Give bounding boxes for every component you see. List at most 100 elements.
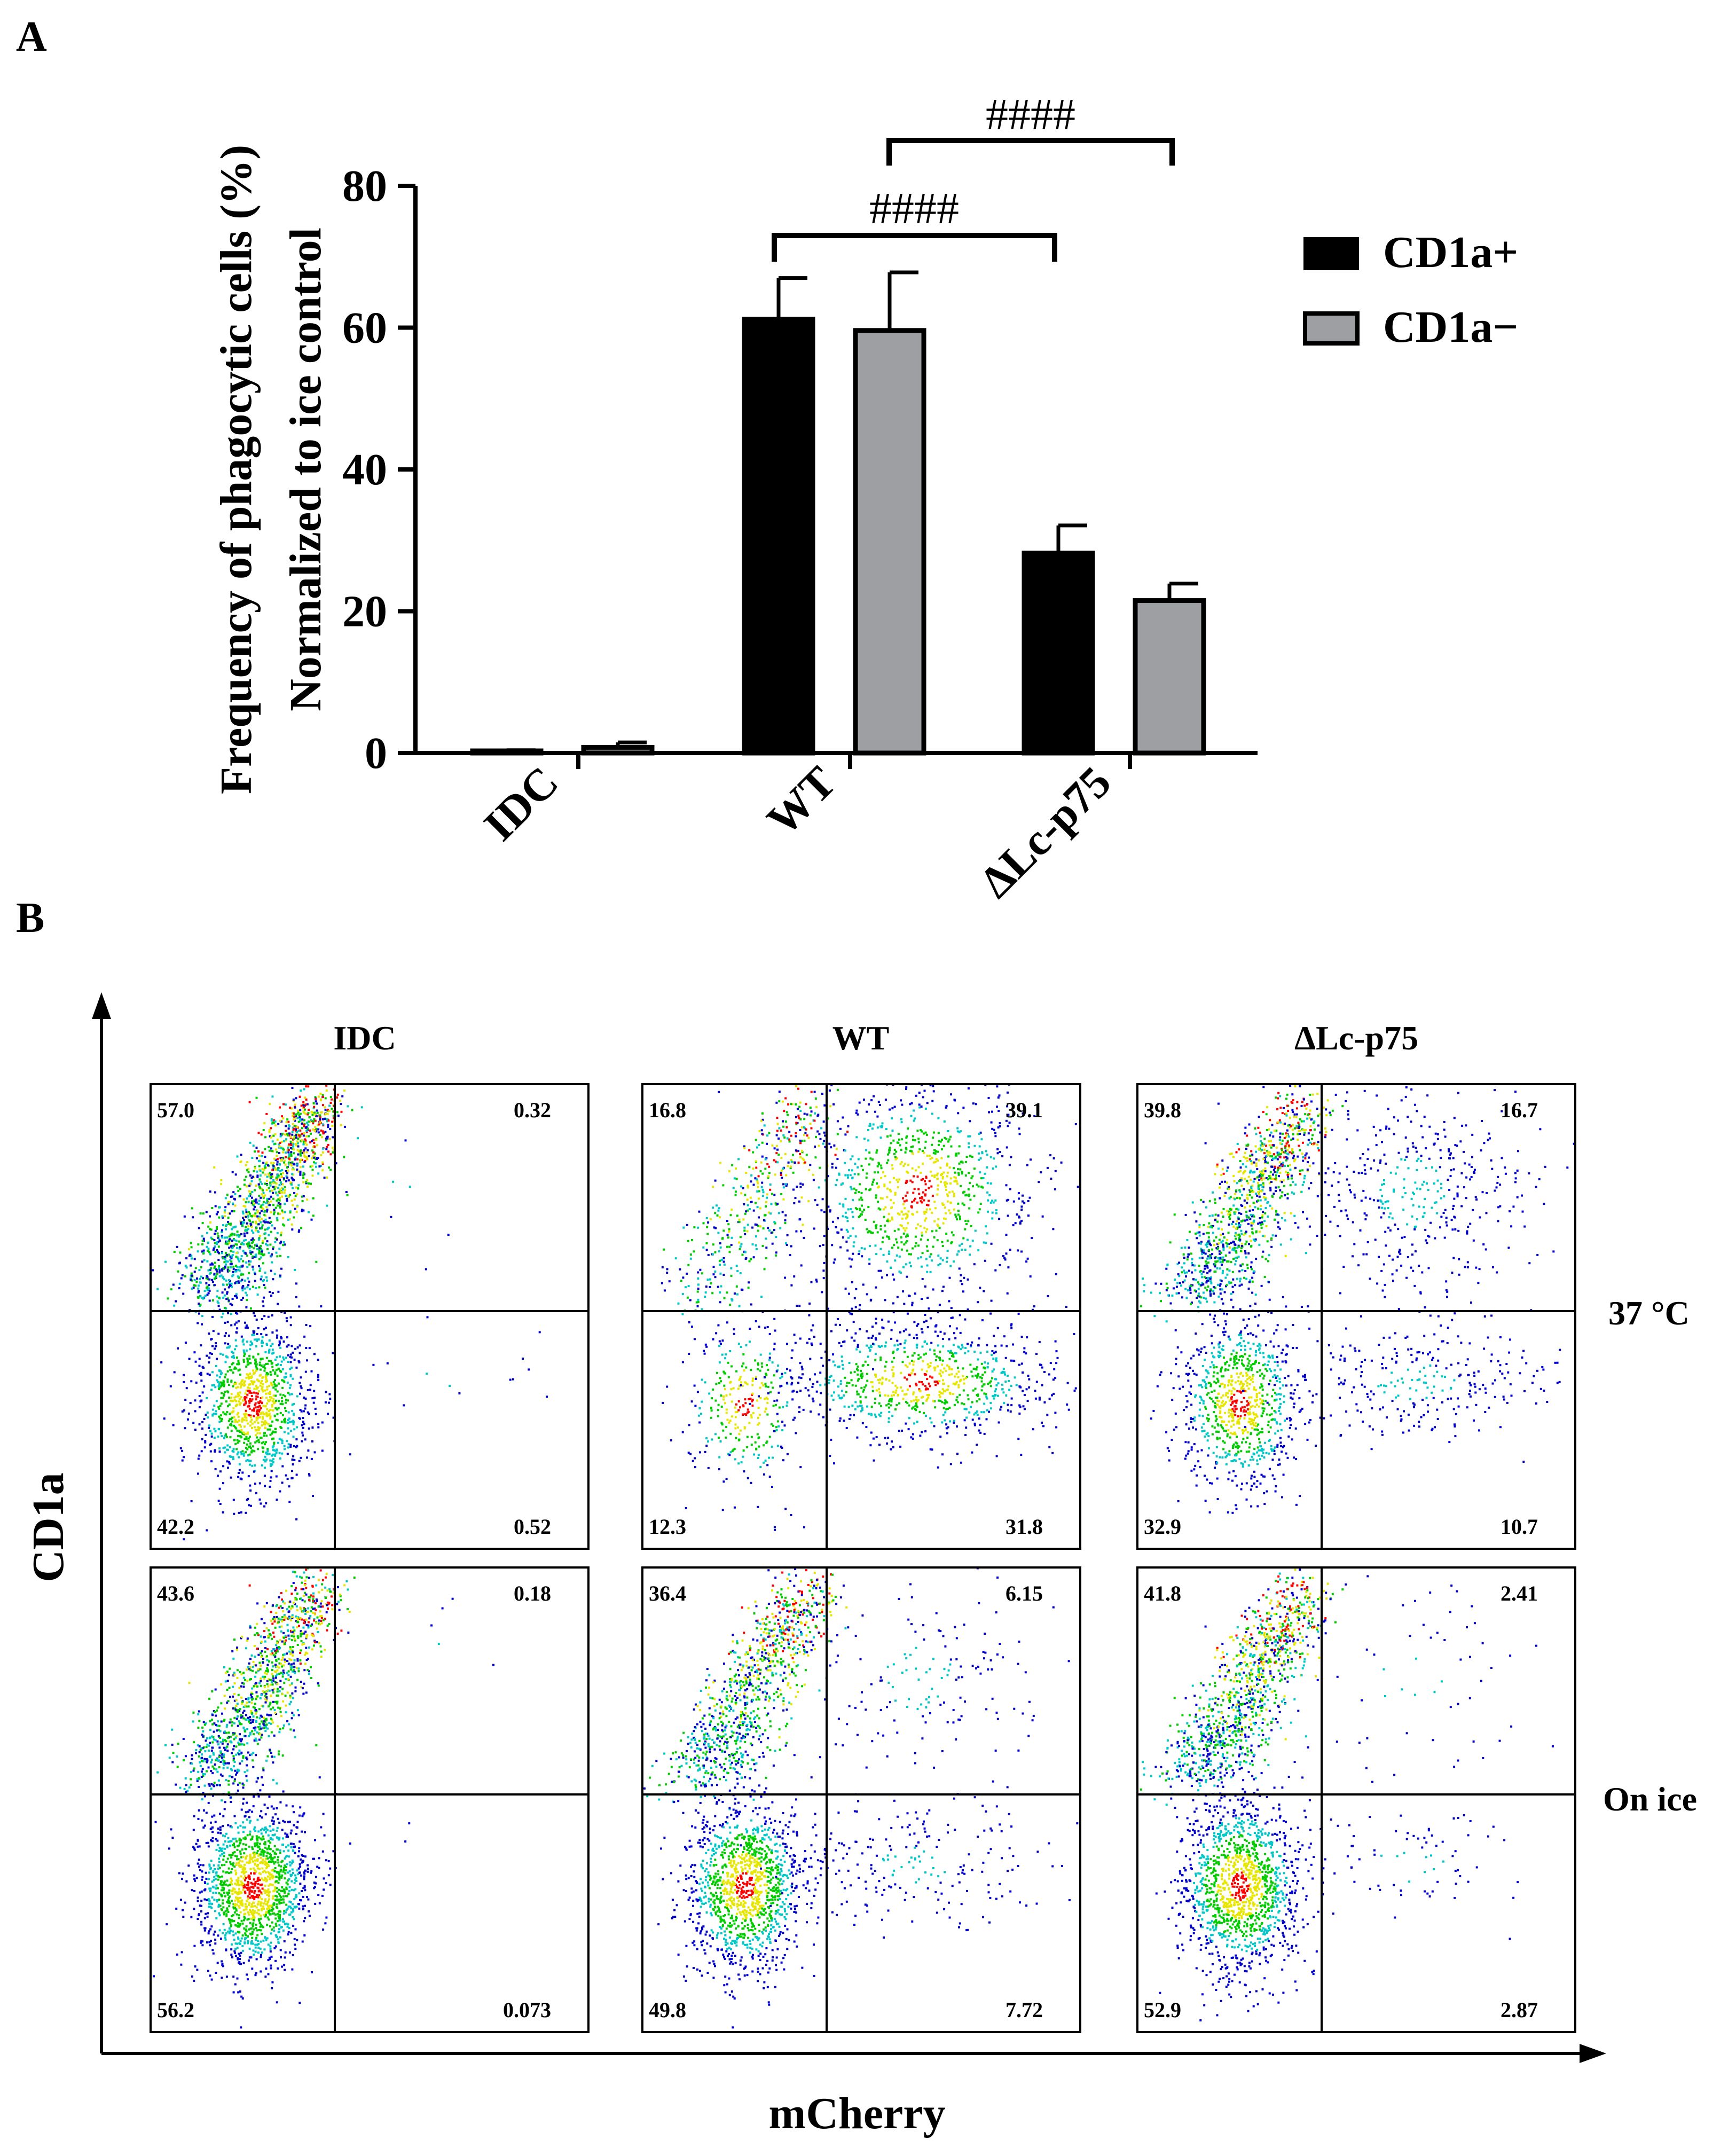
event-dot <box>759 1386 761 1389</box>
event-dot <box>736 1270 739 1272</box>
event-dot <box>291 1228 294 1231</box>
event-dot <box>866 1110 868 1113</box>
event-dot <box>257 1203 260 1205</box>
event-dot <box>860 1386 863 1389</box>
event-dot <box>245 1185 248 1188</box>
event-dot <box>276 1356 278 1359</box>
event-dot <box>757 1225 759 1227</box>
event-dot <box>248 1288 251 1291</box>
event-dot <box>198 1358 201 1360</box>
event-dot <box>249 1348 252 1351</box>
event-dot <box>994 1390 996 1393</box>
event-dot <box>299 1118 302 1120</box>
event-dot <box>249 1460 252 1462</box>
event-dot <box>234 1193 237 1196</box>
event-dot <box>257 1238 260 1241</box>
event-dot <box>216 1211 219 1213</box>
event-dot <box>512 1378 514 1381</box>
event-dot <box>276 1413 279 1416</box>
event-dot <box>249 1373 252 1375</box>
event-dot <box>264 1327 267 1329</box>
event-dot <box>297 1142 300 1144</box>
event-dot <box>755 1166 758 1169</box>
event-dot <box>250 1245 253 1248</box>
event-dot <box>237 1360 240 1362</box>
event-dot <box>308 1413 310 1415</box>
event-dot <box>238 1400 240 1403</box>
event-dot <box>921 1298 923 1300</box>
event-dot <box>901 1103 904 1106</box>
event-dot <box>792 1161 795 1164</box>
event-dot <box>898 1402 901 1405</box>
event-dot <box>270 1175 273 1178</box>
event-dot <box>207 1242 209 1244</box>
event-dot <box>271 1409 274 1412</box>
event-dot <box>906 1402 909 1405</box>
event-dot <box>234 1442 237 1445</box>
event-dot <box>921 1201 923 1204</box>
event-dot <box>751 1379 754 1382</box>
event-dot <box>290 1223 293 1226</box>
event-dot <box>1018 1363 1020 1366</box>
event-dot <box>156 1288 159 1290</box>
event-dot <box>258 1258 261 1260</box>
event-dot <box>320 1305 323 1308</box>
event-dot <box>282 1394 285 1397</box>
event-dot <box>916 1130 919 1132</box>
event-dot <box>245 1261 248 1264</box>
event-dot <box>740 1243 743 1245</box>
event-dot <box>289 1140 292 1143</box>
event-dot <box>315 1100 317 1103</box>
event-dot <box>246 1448 249 1451</box>
event-dot <box>788 1131 791 1133</box>
event-dot <box>280 1190 282 1193</box>
event-dot <box>681 1361 684 1363</box>
event-dot <box>315 1162 317 1165</box>
event-dot <box>762 1191 765 1194</box>
event-dot <box>990 1299 993 1302</box>
event-dot <box>803 1236 805 1239</box>
event-dot <box>952 1234 955 1236</box>
event-dot <box>303 1125 305 1127</box>
event-dot <box>265 1434 268 1437</box>
event-dot <box>803 1159 805 1162</box>
event-dot <box>697 1301 700 1304</box>
event-dot <box>255 1147 258 1149</box>
event-dot <box>197 1472 199 1475</box>
event-dot <box>247 1446 250 1448</box>
event-dot <box>238 1383 241 1385</box>
event-dot <box>218 1268 221 1271</box>
event-dot <box>247 1201 250 1204</box>
event-dot <box>961 1161 964 1164</box>
event-dot <box>292 1204 294 1206</box>
event-dot <box>226 1444 229 1447</box>
event-dot <box>240 1396 242 1399</box>
event-dot <box>239 1246 241 1249</box>
event-dot <box>967 1308 969 1311</box>
event-dot <box>240 1243 243 1245</box>
event-dot <box>301 1431 304 1434</box>
event-dot <box>258 1482 261 1485</box>
event-dot <box>796 1122 799 1124</box>
event-dot <box>242 1297 244 1299</box>
event-dot <box>207 1269 210 1272</box>
event-dot <box>717 1437 720 1439</box>
event-dot <box>167 1297 169 1300</box>
event-dot <box>236 1363 239 1366</box>
event-dot <box>880 1412 883 1414</box>
event-dot <box>233 1399 236 1401</box>
event-dot <box>934 1330 937 1333</box>
event-dot <box>977 1374 979 1377</box>
event-dot <box>905 1194 907 1197</box>
event-dot <box>528 1368 530 1371</box>
event-dot <box>222 1511 224 1514</box>
event-dot <box>938 1227 941 1229</box>
event-dot <box>929 1255 931 1258</box>
event-dot <box>855 1109 858 1112</box>
event-dot <box>917 1166 920 1169</box>
event-dot <box>941 1177 944 1180</box>
event-dot <box>208 1287 210 1290</box>
event-dot <box>286 1197 288 1200</box>
event-dot <box>949 1177 952 1180</box>
event-dot <box>951 1368 953 1370</box>
